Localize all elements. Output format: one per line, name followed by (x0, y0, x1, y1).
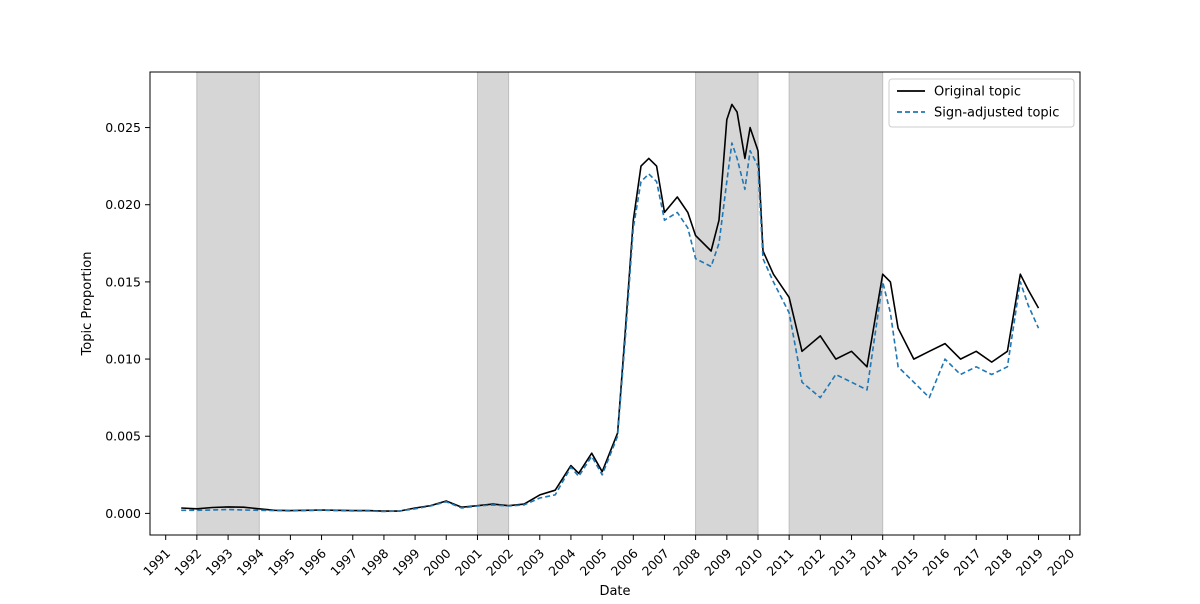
x-tick-label: 2013 (826, 546, 859, 579)
legend-label: Original topic (934, 85, 1021, 100)
x-tick-label: 1991 (140, 546, 173, 579)
x-tick-label: 2007 (639, 546, 672, 579)
y-tick-label: 0.000 (105, 506, 141, 521)
x-tick-label: 2003 (514, 546, 547, 579)
x-tick-label: 2008 (670, 546, 703, 579)
y-tick-label: 0.005 (105, 429, 141, 444)
x-tick-label: 2017 (951, 546, 984, 579)
y-tick-label: 0.015 (105, 274, 141, 289)
shaded-periods (196, 71, 884, 536)
x-axis-label: Date (599, 584, 630, 599)
x-axis: 1991199219931994199519961997199819992000… (140, 535, 1077, 579)
x-tick-label: 1994 (234, 546, 267, 579)
plot-frame (149, 71, 1081, 536)
x-tick-label: 2001 (452, 546, 485, 579)
x-tick-label: 2015 (888, 546, 921, 579)
legend-box (888, 78, 1075, 128)
x-tick-label: 2016 (919, 546, 952, 579)
y-tick-label: 0.020 (105, 197, 141, 212)
series-line-original-topic (181, 103, 1040, 512)
x-tick-label: 2000 (421, 546, 454, 579)
x-tick-label: 1997 (327, 546, 360, 579)
x-tick-label: 1992 (171, 546, 204, 579)
y-tick-label: 0.010 (105, 352, 141, 367)
legend: Original topic Sign-adjusted topic (888, 78, 1075, 128)
x-tick-label: 1996 (296, 546, 329, 579)
x-tick-label: 1999 (390, 546, 423, 579)
shaded-period-1 (196, 71, 260, 536)
x-tick-label: 2005 (577, 546, 610, 579)
y-axis: 0.000 0.005 0.010 0.015 0.020 0.025 (105, 120, 150, 521)
x-tick-label: 2006 (608, 546, 641, 579)
x-tick-label: 2011 (764, 546, 797, 579)
x-tick-label: 2004 (545, 546, 578, 579)
x-tick-label: 2020 (1044, 546, 1077, 579)
x-tick-label: 2019 (1013, 546, 1046, 579)
x-tick-label: 1993 (203, 546, 236, 579)
series-layer (181, 103, 1040, 513)
x-tick-label: 2014 (857, 546, 890, 579)
x-tick-label: 2010 (732, 546, 765, 579)
shaded-period-3 (695, 71, 759, 536)
y-axis-label: Topic Proportion (80, 252, 95, 357)
x-tick-label: 2012 (795, 546, 828, 579)
x-tick-label: 2018 (982, 546, 1015, 579)
x-tick-label: 1995 (265, 546, 298, 579)
legend-label: Sign-adjusted topic (934, 106, 1059, 121)
x-tick-label: 1998 (358, 546, 391, 579)
shaded-period-4 (788, 71, 884, 536)
shaded-period-2 (476, 71, 510, 536)
series-line-sign-adjusted-topic (181, 142, 1040, 513)
y-tick-label: 0.025 (105, 120, 141, 135)
x-tick-label: 2009 (701, 546, 734, 579)
x-tick-label: 2002 (483, 546, 516, 579)
